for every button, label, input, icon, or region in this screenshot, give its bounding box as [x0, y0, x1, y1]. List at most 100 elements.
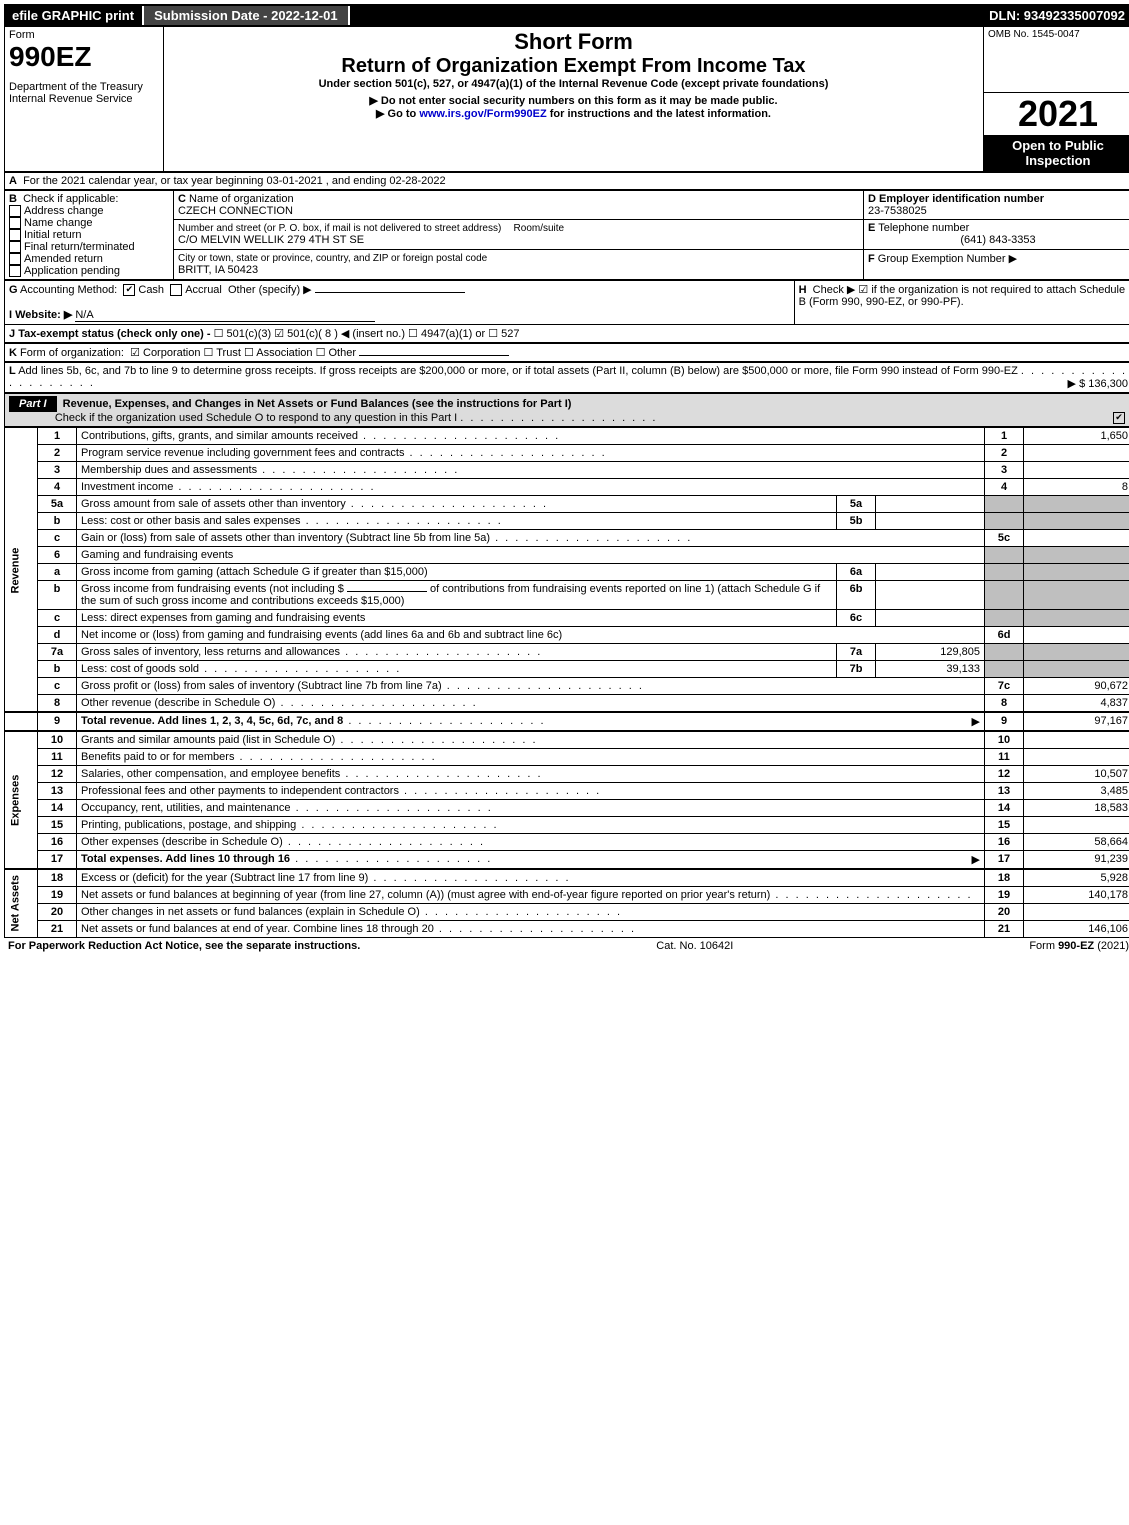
line-6a: a Gross income from gaming (attach Sched… [5, 564, 1129, 581]
initial-return-checkbox[interactable] [9, 229, 21, 241]
line-16: 16 Other expenses (describe in Schedule … [5, 834, 1129, 851]
line-1-value: 1,650 [1024, 428, 1129, 445]
irs-label: Internal Revenue Service [9, 93, 159, 105]
line-17-value: 91,239 [1024, 851, 1129, 870]
form-word: Form [9, 29, 159, 41]
paperwork-notice: For Paperwork Reduction Act Notice, see … [8, 940, 360, 952]
revenue-section-label: Revenue [5, 428, 38, 713]
schedule-o-checkbox[interactable]: ✔ [1113, 412, 1125, 424]
footer-bar: For Paperwork Reduction Act Notice, see … [4, 938, 1129, 954]
room-label: Room/suite [514, 223, 565, 234]
line-7c-value: 90,672 [1024, 678, 1129, 695]
ein-value: 23-7538025 [868, 205, 927, 217]
line-6b: b Gross income from fundraising events (… [5, 581, 1129, 610]
entity-block: B Check if applicable: Address change Na… [4, 190, 1129, 281]
short-form-title: Short Form [168, 29, 979, 55]
line-14: 14 Occupancy, rent, utilities, and maint… [5, 800, 1129, 817]
website-label: Website: ▶ [15, 309, 72, 321]
tax-exempt-label: Tax-exempt status (check only one) - [18, 328, 210, 340]
line-5c: c Gain or (loss) from sale of assets oth… [5, 530, 1129, 547]
part-i-title: Revenue, Expenses, and Changes in Net As… [63, 398, 572, 410]
line-3: 3 Membership dues and assessments 3 [5, 462, 1129, 479]
main-title: Return of Organization Exempt From Incom… [168, 55, 979, 78]
opt-application-pending: Application pending [24, 265, 120, 277]
line-19-value: 140,178 [1024, 887, 1129, 904]
opt-initial-return: Initial return [24, 229, 81, 241]
group-exemption-label: Group Exemption Number ▶ [878, 253, 1017, 265]
line-9-value: 97,167 [1024, 712, 1129, 731]
line-13: 13 Professional fees and other payments … [5, 783, 1129, 800]
city-label: City or town, state or province, country… [178, 253, 487, 264]
opt-amended-return: Amended return [24, 253, 103, 265]
line-5a: 5a Gross amount from sale of assets othe… [5, 496, 1129, 513]
address-change-checkbox[interactable] [9, 205, 21, 217]
org-name-label: Name of organization [189, 193, 294, 205]
part-i-header: Part I Revenue, Expenses, and Changes in… [4, 393, 1129, 427]
line-5b: b Less: cost or other basis and sales ex… [5, 513, 1129, 530]
line-7a: 7a Gross sales of inventory, less return… [5, 644, 1129, 661]
part-i-check: Check if the organization used Schedule … [55, 412, 457, 424]
other-specify-line[interactable] [315, 292, 465, 293]
part-i-label: Part I [9, 396, 57, 412]
amended-return-checkbox[interactable] [9, 253, 21, 265]
form-ref: Form 990-EZ (2021) [1029, 940, 1129, 952]
tax-year-range: For the 2021 calendar year, or tax year … [23, 175, 446, 187]
form-number: 990EZ [9, 41, 159, 73]
under-section: Under section 501(c), 527, or 4947(a)(1)… [168, 78, 979, 90]
open-inspection: Open to Public Inspection [984, 135, 1129, 171]
phone-label: Telephone number [878, 222, 969, 234]
line-19: 19 Net assets or fund balances at beginn… [5, 887, 1129, 904]
dln: DLN: 93492335007092 [981, 6, 1129, 25]
ein-label: Employer identification number [879, 193, 1044, 205]
form-org-label: Form of organization: [20, 347, 124, 359]
line-2: 2 Program service revenue including gove… [5, 445, 1129, 462]
line-7b-value: 39,133 [876, 661, 985, 678]
line-8-value: 4,837 [1024, 695, 1129, 713]
website-value: N/A [75, 309, 375, 322]
section-a: A For the 2021 calendar year, or tax yea… [4, 172, 1129, 190]
line-1: Revenue 1 Contributions, gifts, grants, … [5, 428, 1129, 445]
line-7a-value: 129,805 [876, 644, 985, 661]
line-21: 21 Net assets or fund balances at end of… [5, 921, 1129, 938]
street-address: C/O MELVIN WELLIK 279 4TH ST SE [178, 234, 364, 246]
opt-name-change: Name change [24, 217, 93, 229]
cash-checkbox[interactable]: ✔ [123, 284, 135, 296]
arrow-icon: ▶ [972, 853, 980, 866]
efile-label[interactable]: efile GRAPHIC print [4, 6, 142, 25]
addr-label: Number and street (or P. O. box, if mail… [178, 223, 501, 234]
schedule-b-check: Check ▶ ☑ if the organization is not req… [799, 284, 1126, 308]
ghijk-block: G Accounting Method: ✔Cash Accrual Other… [4, 280, 1129, 343]
omb-number: OMB No. 1545-0047 [988, 29, 1128, 40]
check-applicable-label: Check if applicable: [23, 193, 118, 205]
line-12-value: 10,507 [1024, 766, 1129, 783]
line-21-value: 146,106 [1024, 921, 1129, 938]
top-bar: efile GRAPHIC print Submission Date - 20… [4, 4, 1129, 26]
city-state-zip: BRITT, IA 50423 [178, 264, 258, 276]
opt-address-change: Address change [24, 205, 104, 217]
goto-link[interactable]: ▶ Go to www.irs.gov/Form990EZ for instru… [168, 107, 979, 120]
line-7b: b Less: cost of goods sold 7b 39,133 [5, 661, 1129, 678]
line-6b-amount[interactable] [347, 591, 427, 592]
dept-label: Department of the Treasury [9, 81, 159, 93]
tax-year: 2021 [984, 93, 1129, 135]
application-pending-checkbox[interactable] [9, 265, 21, 277]
ssn-warning: ▶ Do not enter social security numbers o… [168, 94, 979, 107]
name-change-checkbox[interactable] [9, 217, 21, 229]
other-org-line[interactable] [359, 355, 509, 356]
line-10: Expenses 10 Grants and similar amounts p… [5, 731, 1129, 749]
line-18-value: 5,928 [1024, 869, 1129, 887]
final-return-checkbox[interactable] [9, 241, 21, 253]
line-7c: c Gross profit or (loss) from sales of i… [5, 678, 1129, 695]
line-4: 4 Investment income 4 8 [5, 479, 1129, 496]
lines-table: Revenue 1 Contributions, gifts, grants, … [4, 427, 1129, 938]
line-14-value: 18,583 [1024, 800, 1129, 817]
irs-url[interactable]: www.irs.gov/Form990EZ [419, 108, 546, 120]
line-6: 6 Gaming and fundraising events [5, 547, 1129, 564]
form-org-options: ☑ Corporation ☐ Trust ☐ Association ☐ Ot… [130, 347, 356, 359]
k-block: K Form of organization: ☑ Corporation ☐ … [4, 343, 1129, 362]
arrow-icon: ▶ [972, 715, 980, 728]
opt-final-return: Final return/terminated [24, 241, 135, 253]
line-15: 15 Printing, publications, postage, and … [5, 817, 1129, 834]
accrual-checkbox[interactable] [170, 284, 182, 296]
line-8: 8 Other revenue (describe in Schedule O)… [5, 695, 1129, 713]
